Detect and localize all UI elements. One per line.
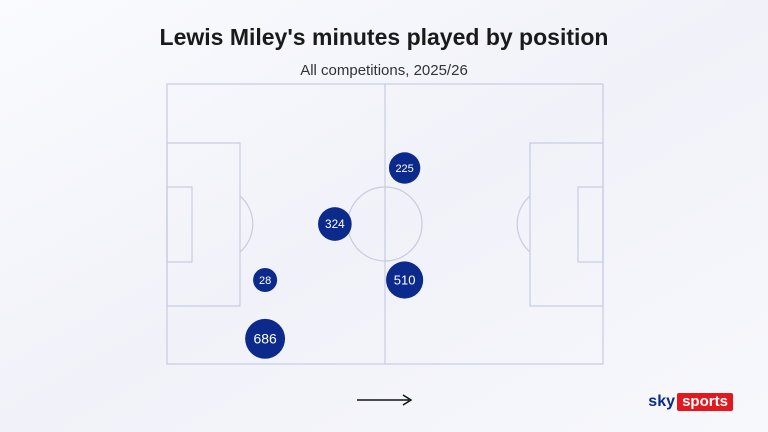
bubble [253,267,278,293]
pitch [166,83,604,365]
chart-subtitle: All competitions, 2025/26 [300,62,468,79]
logo-sky: sky [648,393,675,410]
data-label: 225 [395,163,413,175]
data-label: 686 [253,330,277,346]
direction-arrow [357,394,413,406]
bubble [318,207,352,241]
data-label: 28 [259,275,271,287]
logo: sky sports [648,393,733,411]
data-label: 510 [394,272,416,287]
bubble [388,152,421,184]
logo-sports: sports [682,393,728,410]
chart-title: Lewis Miley's minutes played by position [160,24,609,50]
data-label: 324 [325,218,345,231]
bubble [245,318,286,359]
bubble [386,261,424,299]
